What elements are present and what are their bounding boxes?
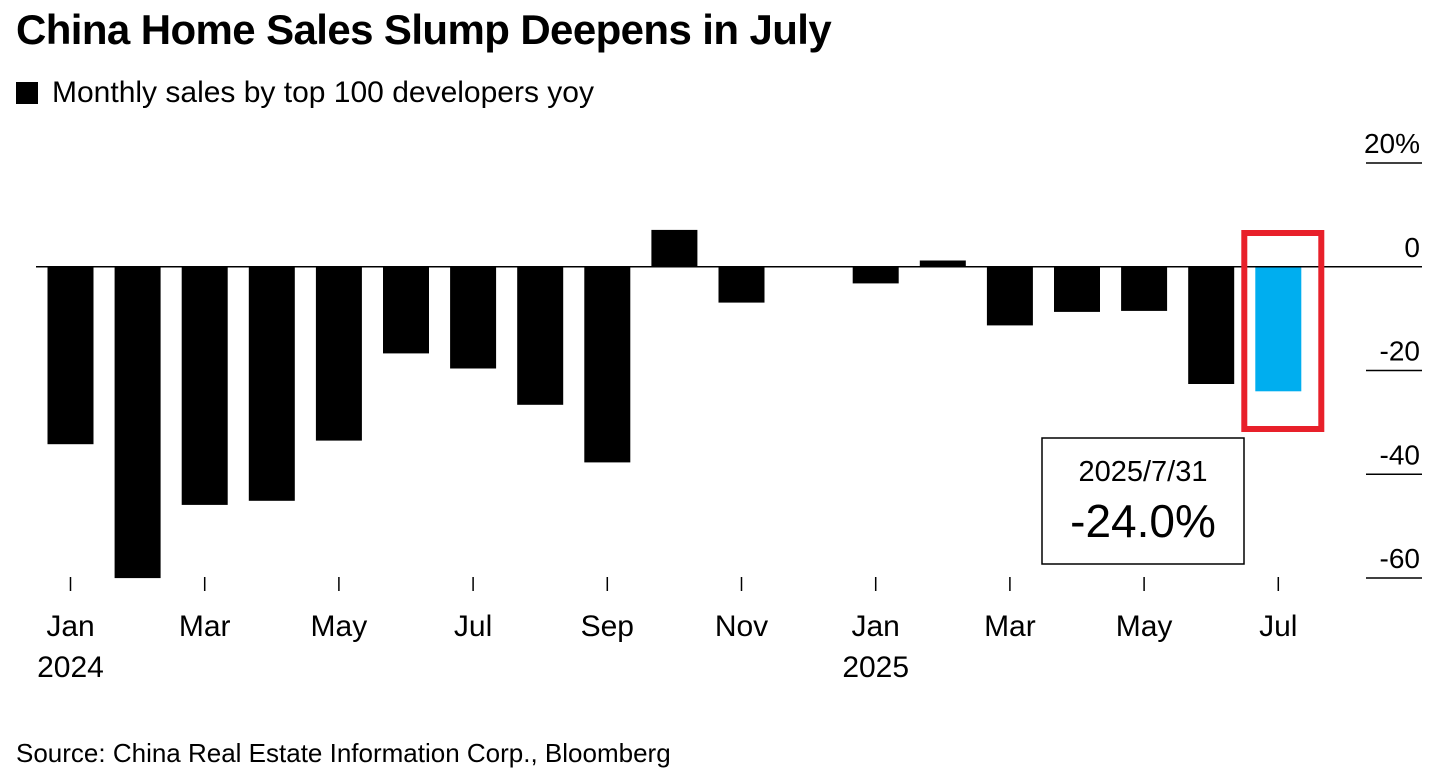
- y-tick-label: 0: [1404, 232, 1420, 263]
- y-tick-label: -60: [1380, 543, 1420, 574]
- bar-apr-2025: [1054, 266, 1100, 312]
- bar-jun-2025: [1188, 266, 1235, 384]
- y-axis: 20% 0 -20 -40 -60: [1364, 128, 1422, 579]
- x-tick-label: Jul: [1259, 610, 1297, 643]
- bar-oct-2024: [651, 229, 698, 267]
- bar-may-2024: [315, 266, 362, 441]
- bar-aug-2024: [517, 266, 564, 405]
- x-tick-label: May: [311, 610, 368, 643]
- chart-title: China Home Sales Slump Deepens in July: [16, 6, 832, 53]
- x-tick-label: Mar: [984, 610, 1036, 643]
- bar-may-2025: [1121, 266, 1168, 311]
- y-tick-label: -40: [1380, 439, 1420, 470]
- x-tick-label: Jul: [454, 610, 492, 643]
- y-tick-label: -20: [1380, 336, 1420, 367]
- bar-jun-2024: [383, 266, 429, 354]
- callout-value: -24.0%: [1070, 495, 1216, 547]
- y-tick-label: 20%: [1364, 128, 1420, 159]
- callout-box: [1041, 437, 1245, 565]
- x-year-label: 2024: [37, 651, 104, 684]
- x-tick-label: Mar: [179, 610, 231, 643]
- x-year-label: 2025: [842, 651, 909, 684]
- x-axis: Jan Mar May Jul Sep Nov Jan Mar May Jul 2024 2025: [37, 577, 1297, 684]
- x-tick-label: Jan: [852, 610, 900, 643]
- bar-feb-2024: [114, 266, 161, 579]
- bar-sep-2024: [584, 266, 631, 463]
- bar-apr-2024: [248, 266, 295, 501]
- bar-nov-2024: [718, 266, 765, 303]
- bar-mar-2025: [986, 266, 1033, 326]
- x-tick-label: May: [1116, 610, 1173, 643]
- highlight-box: [1241, 230, 1325, 432]
- source-note: Source: China Real Estate Information Co…: [16, 738, 671, 768]
- legend-label: Monthly sales by top 100 developers yoy: [52, 76, 594, 109]
- bar-jan-2024: [47, 266, 94, 445]
- bar-jul-2025: [1255, 266, 1302, 392]
- x-tick-label: Nov: [715, 610, 768, 643]
- bar-mar-2024: [181, 266, 228, 505]
- callout-date: 2025/7/31: [1078, 456, 1207, 488]
- legend: Monthly sales by top 100 developers yoy: [16, 76, 594, 110]
- bar-jan-2025: [852, 266, 899, 284]
- bar-jul-2024: [450, 266, 497, 369]
- bar-feb-2025: [919, 260, 966, 267]
- x-tick-label: Sep: [581, 610, 634, 643]
- x-tick-label: Jan: [46, 610, 94, 643]
- bars-layer: [47, 229, 1302, 579]
- highlight-layer: 2025/7/31 -24.0%: [1041, 230, 1325, 565]
- legend-swatch: [16, 82, 38, 104]
